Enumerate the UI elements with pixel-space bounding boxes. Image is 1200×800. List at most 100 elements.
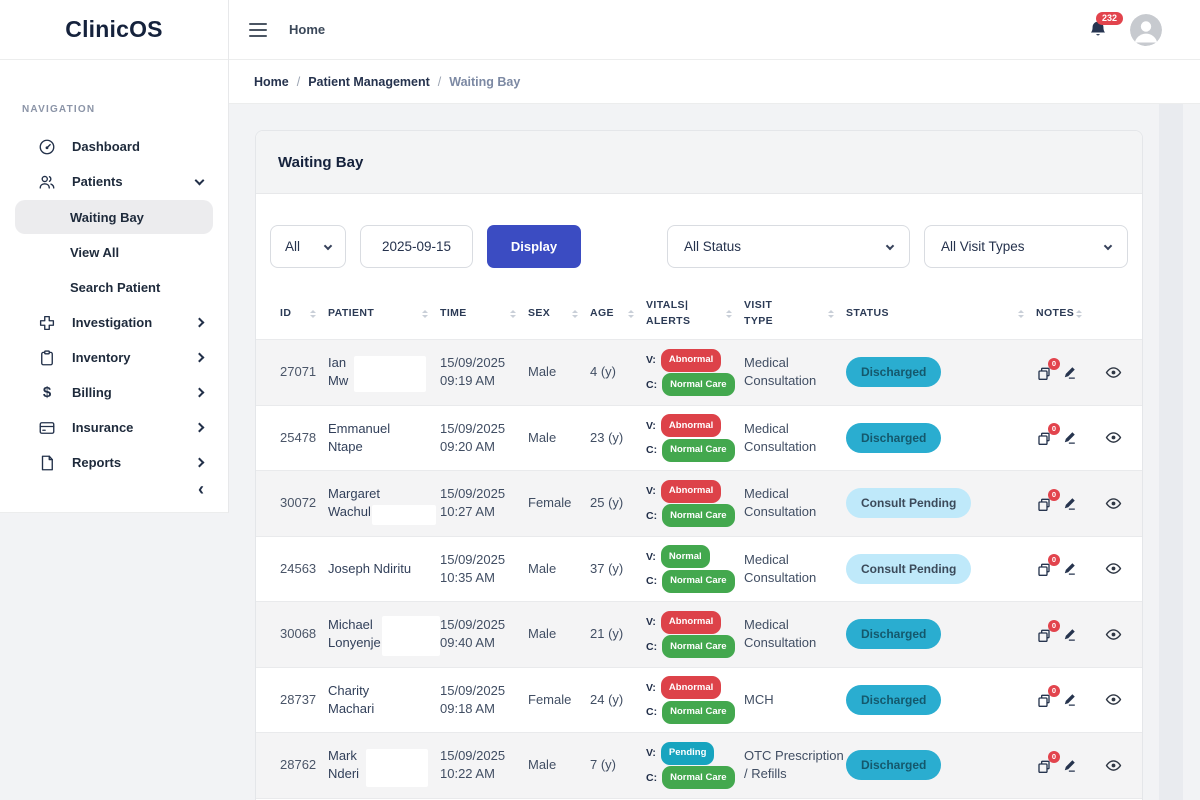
cell-time: 15/09/2025 10:27 AM — [440, 486, 506, 520]
redaction-box — [372, 505, 436, 526]
cell-age: 7 (y) — [590, 757, 616, 773]
notes-button[interactable]: 0 — [1036, 423, 1060, 446]
cell-vitals-alerts: V: Normal C: Normal Care — [646, 544, 744, 595]
cell-status: Discharged — [846, 619, 1036, 650]
edit-pencil-icon[interactable] — [1062, 627, 1077, 642]
display-button[interactable]: Display — [487, 225, 581, 268]
notifications-button[interactable]: 232 — [1088, 11, 1124, 40]
cell-actions — [1094, 626, 1132, 643]
status-select[interactable]: All Status — [667, 225, 910, 268]
topbar-home-link[interactable]: Home — [289, 22, 326, 37]
sort-icon — [726, 309, 732, 318]
edit-pencil-icon[interactable] — [1062, 365, 1077, 380]
sidebar-item-insurance[interactable]: Insurance — [0, 410, 228, 445]
sidebar-item-label: Investigation — [72, 315, 153, 330]
column-header-notes[interactable]: NOTES — [1036, 306, 1094, 321]
column-header-status[interactable]: STATUS — [846, 306, 1036, 321]
notes-button[interactable]: 0 — [1036, 750, 1060, 774]
sidebar-item-waiting-bay[interactable]: Waiting Bay — [15, 200, 213, 234]
view-eye-icon[interactable] — [1105, 429, 1122, 446]
breadcrumb-patient-management[interactable]: Patient Management — [308, 74, 430, 89]
view-eye-icon[interactable] — [1105, 364, 1122, 381]
view-eye-icon[interactable] — [1105, 626, 1122, 643]
cell-patient-id: 27071 — [280, 364, 317, 380]
scrollbar[interactable] — [1159, 104, 1183, 800]
sidebar-item-reports[interactable]: Reports — [0, 445, 228, 480]
breadcrumb-separator: / — [296, 74, 301, 89]
cell-time: 15/09/2025 09:18 AM — [440, 682, 506, 716]
table-row: 28762 Mark Nderi 15/09/2025 10:22 AM Male 7 (y… — [256, 732, 1142, 798]
column-header-sex[interactable]: SEX — [528, 306, 590, 321]
table-row: 30072 Margaret Wachul 15/09/2025 10:27 AM Fem… — [256, 470, 1142, 536]
cell-visit-type: Medical Consultation — [744, 551, 817, 585]
sidebar-item-patients[interactable]: Patients — [0, 164, 228, 199]
notes-button[interactable]: 0 — [1036, 488, 1060, 512]
sidebar-nav: Dashboard Patients Waiting Bay View All Sear… — [0, 129, 228, 480]
view-eye-icon[interactable] — [1105, 495, 1122, 512]
notes-count-badge: 0 — [1048, 423, 1060, 436]
user-avatar[interactable] — [1130, 13, 1162, 46]
table-header-row: ID PATIENT TIME SEX AGE VITALS| ALERTS V… — [256, 290, 1142, 339]
cell-patient-id: 30068 — [280, 626, 317, 642]
sidebar-collapse-icon[interactable]: ‹ — [198, 479, 204, 499]
notes-button[interactable]: 0 — [1036, 685, 1060, 708]
notes-button[interactable]: 0 — [1036, 619, 1060, 643]
sort-icon — [1076, 309, 1082, 318]
chevron-right-icon — [194, 387, 205, 398]
notes-count-badge: 0 — [1048, 750, 1060, 763]
redaction-box — [354, 356, 426, 393]
sidebar-item-billing[interactable]: $ Billing — [0, 375, 228, 410]
status-select-value: All Status — [684, 239, 742, 254]
cell-visit-type: Medical Consultation — [744, 420, 817, 454]
sidebar-item-dashboard[interactable]: Dashboard — [0, 129, 228, 164]
hamburger-menu-icon[interactable] — [249, 22, 267, 37]
sidebar-item-label: Patients — [72, 174, 123, 189]
cell-sex: Male — [528, 626, 557, 642]
notes-count-badge: 0 — [1048, 554, 1060, 567]
status-badge: Discharged — [846, 422, 942, 453]
notes-button[interactable]: 0 — [1036, 554, 1060, 577]
breadcrumb-home[interactable]: Home — [254, 74, 289, 89]
column-header-patient[interactable]: PATIENT — [328, 306, 440, 321]
cell-time: 15/09/2025 09:40 AM — [440, 617, 506, 651]
view-eye-icon[interactable] — [1105, 757, 1122, 774]
filter-bar: All 2025-09-15 Display All Status All Vi… — [256, 194, 1142, 290]
cell-age: 21 (y) — [590, 626, 624, 642]
edit-pencil-icon[interactable] — [1062, 561, 1077, 576]
cell-sex: Male — [528, 429, 557, 445]
column-header-id[interactable]: ID — [280, 306, 328, 321]
visit-type-select[interactable]: All Visit Types — [924, 225, 1128, 268]
sidebar-item-investigation[interactable]: Investigation — [0, 305, 228, 340]
sidebar-item-search-patient[interactable]: Search Patient — [15, 270, 213, 304]
sidebar: ClinicOS NAVIGATION Dashboard Patients Wai… — [0, 0, 229, 513]
edit-pencil-icon[interactable] — [1062, 496, 1077, 511]
cell-visit-type: Medical Consultation — [744, 486, 817, 520]
scope-select-value: All — [285, 239, 301, 254]
column-header-vitals-alerts[interactable]: VITALS| ALERTS — [646, 298, 744, 328]
vitals-status-pill: Abnormal — [660, 479, 722, 503]
scope-select[interactable]: All — [270, 225, 346, 268]
cell-patient-name: Emmanuel Ntape — [328, 420, 391, 454]
notes-button[interactable]: 0 — [1036, 357, 1060, 381]
chevron-down-icon — [1103, 241, 1113, 250]
sidebar-item-inventory[interactable]: Inventory — [0, 340, 228, 375]
edit-pencil-icon[interactable] — [1062, 758, 1077, 773]
view-eye-icon[interactable] — [1105, 691, 1122, 708]
cell-patient-id: 25478 — [280, 429, 317, 445]
cell-patient-id: 24563 — [280, 560, 317, 576]
date-input[interactable]: 2025-09-15 — [360, 225, 473, 268]
edit-pencil-icon[interactable] — [1062, 430, 1077, 445]
chevron-down-icon — [885, 241, 895, 250]
vitals-status-pill: Abnormal — [660, 348, 722, 372]
edit-pencil-icon[interactable] — [1062, 692, 1077, 707]
sidebar-item-view-all[interactable]: View All — [15, 235, 213, 269]
cell-sex: Female — [528, 691, 572, 707]
column-header-age[interactable]: AGE — [590, 306, 646, 321]
sort-icon — [422, 309, 428, 318]
column-header-time[interactable]: TIME — [440, 306, 528, 321]
vitals-status-pill: Abnormal — [660, 414, 722, 437]
column-header-visit-type[interactable]: VISIT TYPE — [744, 298, 846, 328]
cell-vitals-alerts: V: Abnormal C: Normal Care — [646, 675, 744, 726]
view-eye-icon[interactable] — [1105, 560, 1122, 577]
cell-time: 15/09/2025 10:22 AM — [440, 748, 506, 782]
